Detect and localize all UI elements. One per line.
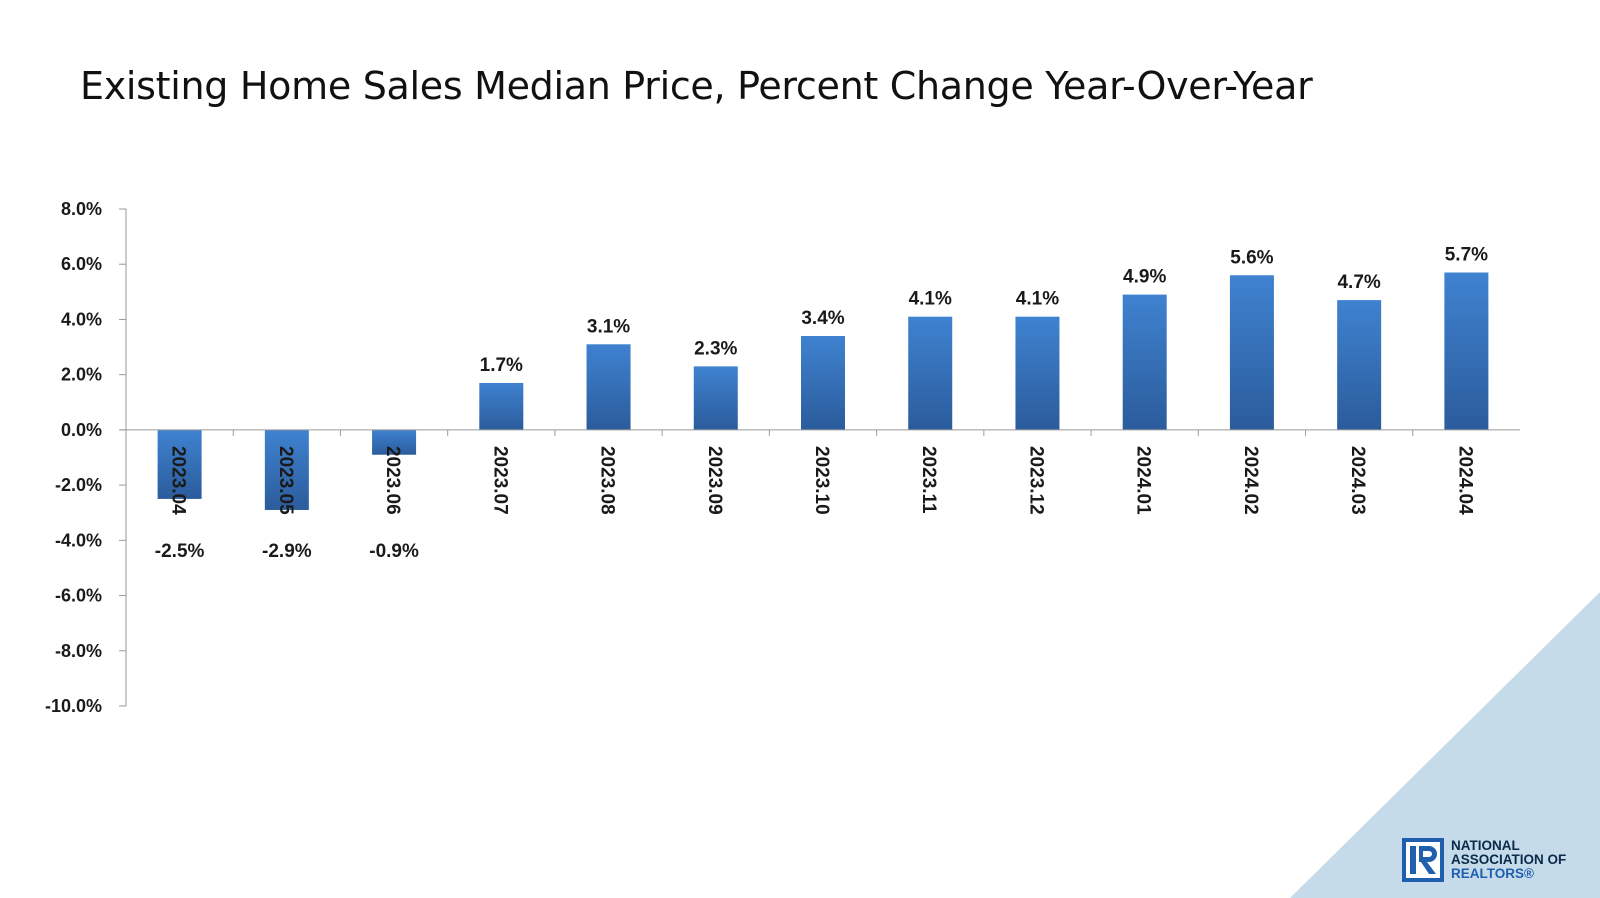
y-tick-label: -4.0% bbox=[55, 530, 102, 550]
bar bbox=[1444, 272, 1489, 430]
y-tick-label: 0.0% bbox=[61, 420, 102, 440]
category-label: 2024.04 bbox=[1454, 446, 1475, 515]
logo-line-realtors: REALTORS® bbox=[1451, 866, 1534, 881]
nar-logo: NATIONAL ASSOCIATION OF REALTORS® bbox=[1402, 838, 1566, 882]
category-label: 2023.07 bbox=[489, 446, 510, 515]
category-label: 2023.10 bbox=[811, 446, 832, 515]
category-label: 2023.05 bbox=[275, 446, 296, 515]
category-label: 2024.01 bbox=[1133, 446, 1154, 515]
logo-line-national: NATIONAL bbox=[1451, 838, 1520, 853]
bar bbox=[1122, 294, 1167, 430]
category-label: 2024.03 bbox=[1347, 446, 1368, 515]
bar bbox=[157, 429, 202, 499]
labels-layer: -2.5% 2023.04 -2.9% 2023.05 -0.9% 2023.06 1.7%… bbox=[155, 245, 1488, 562]
y-tick-label: 8.0% bbox=[61, 199, 102, 219]
y-tick-label: 6.0% bbox=[61, 254, 102, 274]
corner-triangle-shape bbox=[1290, 592, 1600, 898]
y-tick-label: -8.0% bbox=[55, 641, 102, 661]
data-label: 1.7% bbox=[480, 355, 523, 376]
data-label: 4.9% bbox=[1123, 267, 1166, 288]
bar bbox=[801, 336, 845, 430]
bar bbox=[479, 382, 524, 430]
bar bbox=[1337, 300, 1382, 430]
data-label: -0.9% bbox=[369, 541, 419, 562]
realtor-r-logo-icon bbox=[1402, 838, 1444, 882]
bar bbox=[693, 366, 738, 430]
y-tick-label: -2.0% bbox=[55, 475, 102, 495]
data-label: 5.7% bbox=[1445, 245, 1488, 266]
category-label: 2023.11 bbox=[918, 446, 939, 514]
data-label: 3.1% bbox=[587, 316, 630, 337]
category-label: 2023.09 bbox=[704, 446, 725, 515]
logo-wordmark: NATIONAL ASSOCIATION OF REALTORS® bbox=[1451, 839, 1566, 881]
y-tick-label: 4.0% bbox=[61, 309, 102, 329]
bar bbox=[264, 429, 309, 510]
data-label: 4.1% bbox=[1016, 289, 1059, 310]
data-label: 4.7% bbox=[1337, 272, 1380, 293]
data-label: -2.9% bbox=[262, 541, 312, 562]
bar bbox=[1229, 275, 1274, 430]
data-label: -2.5% bbox=[155, 541, 205, 562]
data-label: 5.6% bbox=[1230, 247, 1273, 268]
data-label: 2.3% bbox=[694, 338, 737, 359]
data-label: 3.4% bbox=[801, 308, 844, 329]
category-label: 2023.06 bbox=[382, 446, 403, 515]
logo-line-association: ASSOCIATION OF bbox=[1451, 852, 1567, 867]
bar bbox=[1015, 316, 1060, 430]
bar bbox=[908, 316, 953, 430]
chart-title: Existing Home Sales Median Price, Percen… bbox=[80, 64, 1313, 108]
bar bbox=[372, 429, 417, 455]
category-label: 2024.02 bbox=[1240, 446, 1261, 515]
category-label: 2023.08 bbox=[597, 446, 618, 515]
y-tick-label: 2.0% bbox=[61, 365, 102, 385]
data-label: 4.1% bbox=[909, 289, 952, 310]
bar bbox=[586, 344, 631, 430]
bars-layer bbox=[157, 272, 1489, 510]
y-tick-label: -6.0% bbox=[55, 586, 102, 606]
category-label: 2023.04 bbox=[168, 446, 189, 515]
category-label: 2023.12 bbox=[1025, 446, 1046, 515]
y-tick-label: -10.0% bbox=[45, 696, 102, 716]
axes-layer: 8.0% 6.0% 4.0% 2.0% 0.0% -2.0% -4.0% -6.0% -8.0%… bbox=[45, 199, 1520, 716]
